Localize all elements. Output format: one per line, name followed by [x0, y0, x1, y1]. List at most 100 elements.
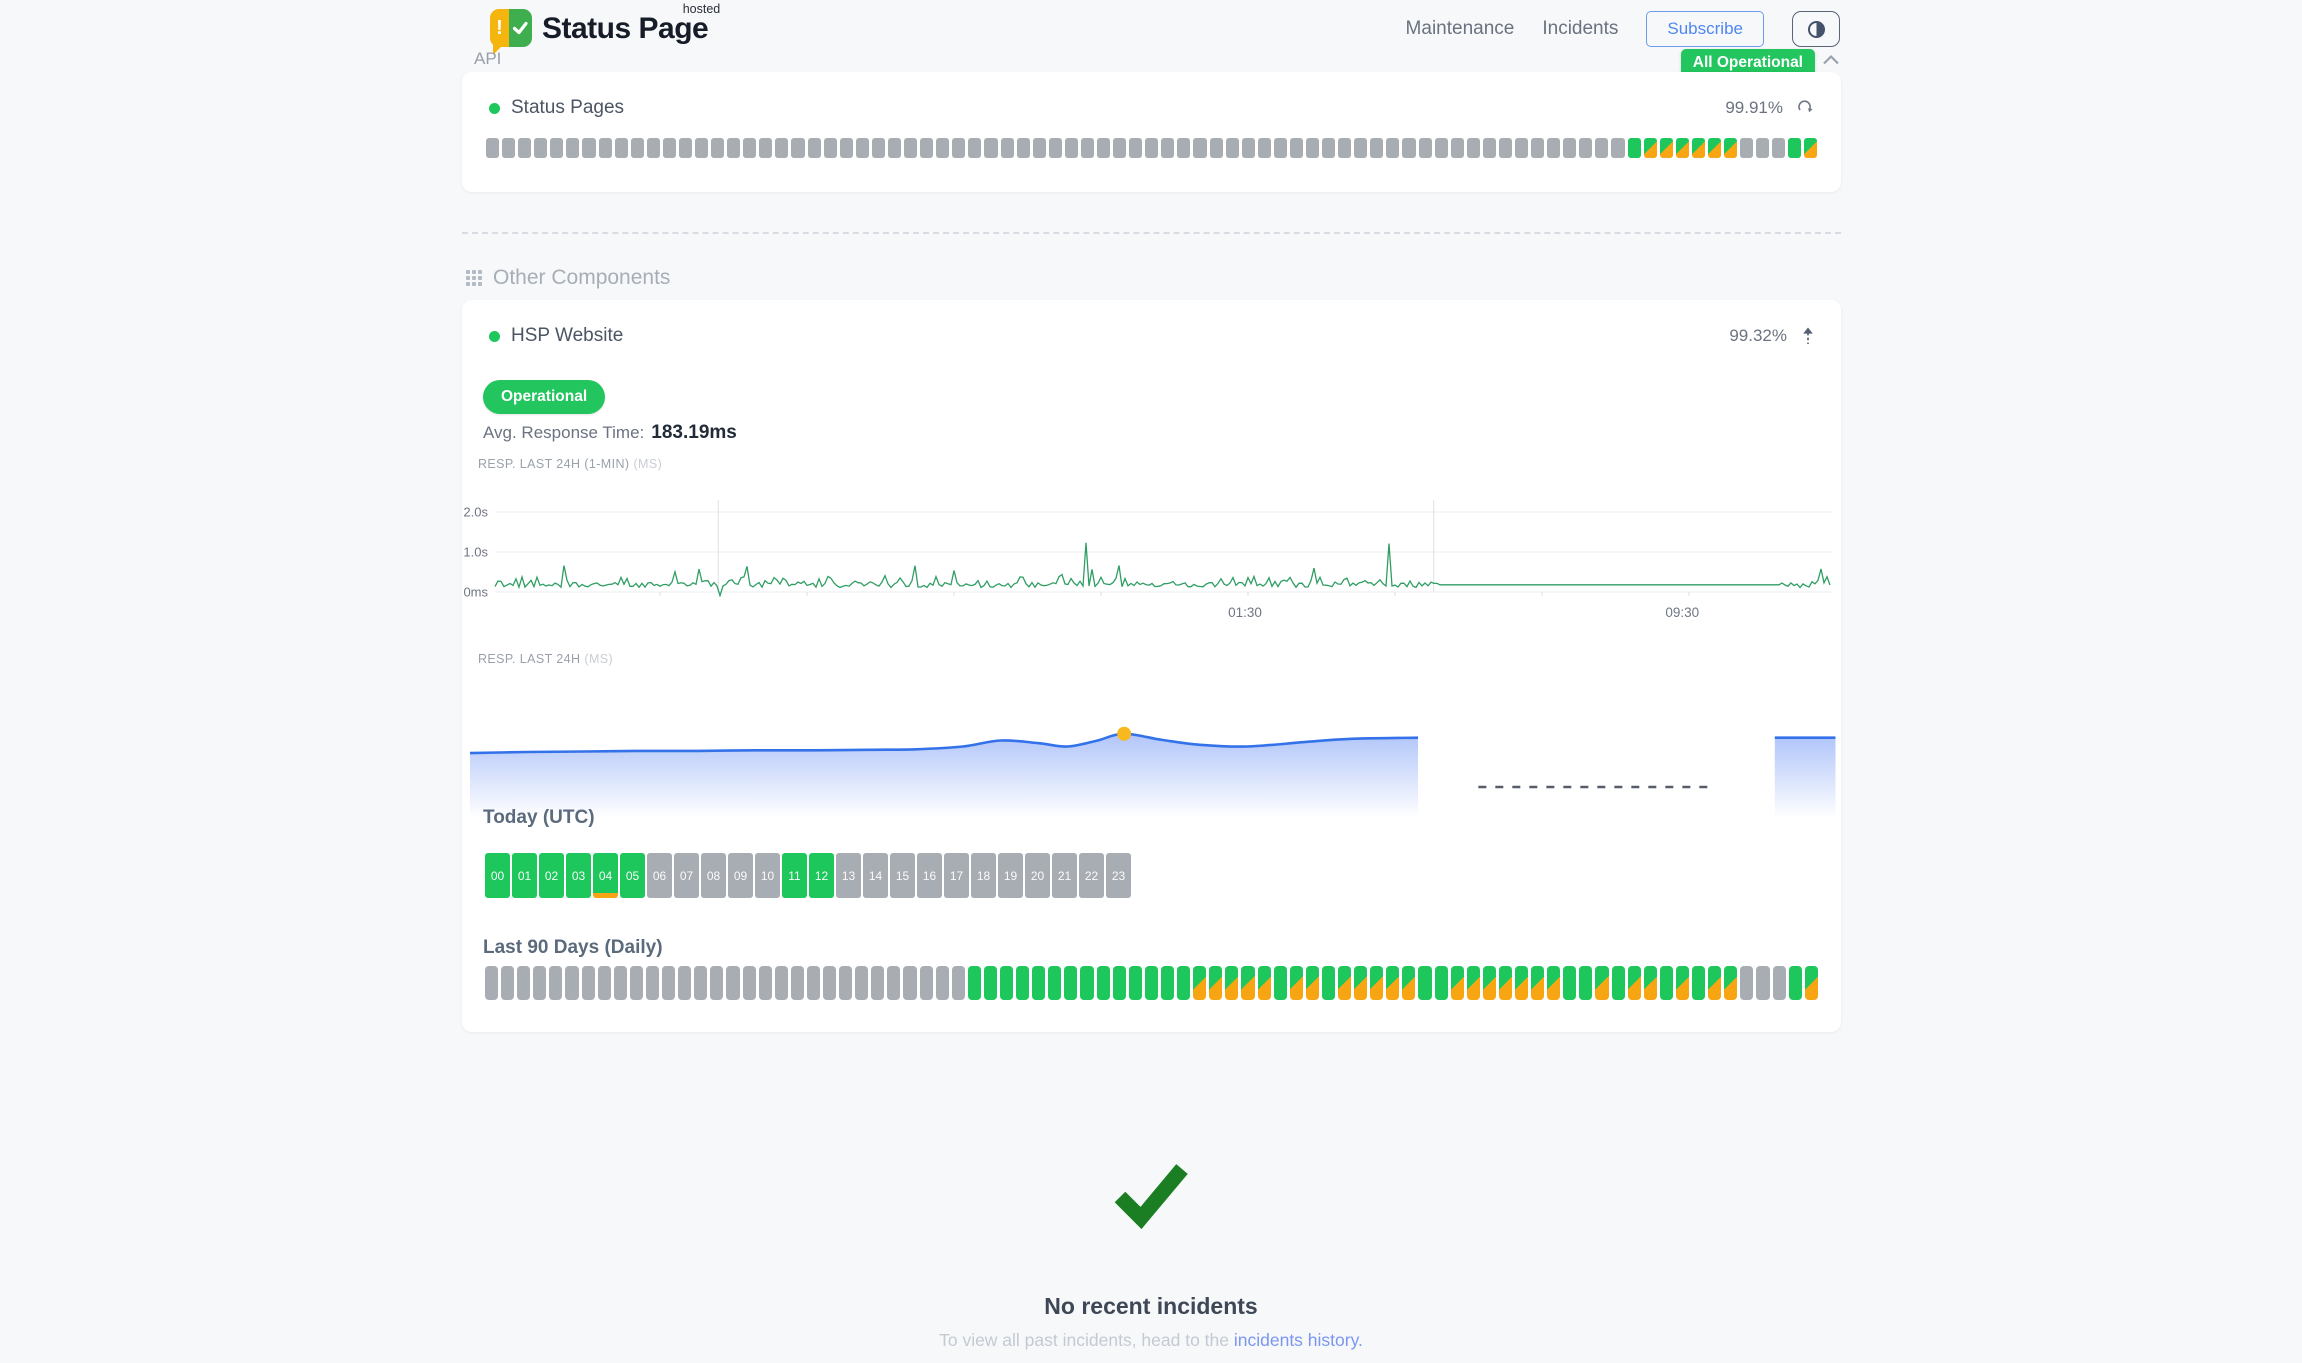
day-segment-57[interactable]: [1402, 966, 1416, 1000]
hour-block-06[interactable]: 06: [647, 853, 672, 898]
uptime-segment-65[interactable]: [1531, 138, 1545, 158]
day-segment-46[interactable]: [1225, 966, 1239, 1000]
hour-block-19[interactable]: 19: [998, 853, 1023, 898]
uptime-segment-81[interactable]: [1788, 138, 1802, 158]
hour-block-10[interactable]: 10: [755, 853, 780, 898]
day-segment-34[interactable]: [1032, 966, 1046, 1000]
day-segment-15[interactable]: [726, 966, 740, 1000]
uptime-segment-15[interactable]: [727, 138, 741, 158]
uptime-segment-32[interactable]: [1000, 138, 1014, 158]
uptime-segment-5[interactable]: [566, 138, 580, 158]
hour-block-12[interactable]: 12: [809, 853, 834, 898]
uptime-segment-62[interactable]: [1482, 138, 1496, 158]
day-segment-12[interactable]: [678, 966, 692, 1000]
hour-block-07[interactable]: 07: [674, 853, 699, 898]
day-segment-51[interactable]: [1305, 966, 1319, 1000]
day-segment-1[interactable]: [501, 966, 515, 1000]
hour-block-22[interactable]: 22: [1079, 853, 1104, 898]
uptime-segment-41[interactable]: [1145, 138, 1159, 158]
uptime-segment-22[interactable]: [839, 138, 853, 158]
day-segment-42[interactable]: [1160, 966, 1175, 1000]
day-segment-33[interactable]: [1016, 966, 1030, 1000]
day-segment-43[interactable]: [1177, 966, 1191, 1000]
day-segment-66[interactable]: [1547, 966, 1561, 1000]
day-segment-31[interactable]: [983, 966, 997, 1000]
day-segment-13[interactable]: [694, 966, 708, 1000]
day-segment-48[interactable]: [1257, 966, 1271, 1000]
day-segment-49[interactable]: [1273, 966, 1287, 1000]
uptime-segment-71[interactable]: [1627, 138, 1641, 158]
brand[interactable]: ! Status Page hosted: [490, 2, 720, 55]
day-segment-6[interactable]: [581, 966, 595, 1000]
day-segment-35[interactable]: [1048, 966, 1062, 1000]
hour-block-04[interactable]: 04: [593, 853, 618, 898]
day-segment-52[interactable]: [1321, 966, 1335, 1000]
response-time-area-chart[interactable]: [462, 668, 1841, 818]
day-segment-36[interactable]: [1064, 966, 1078, 1000]
day-segment-19[interactable]: [790, 966, 804, 1000]
uptime-segment-46[interactable]: [1225, 138, 1239, 158]
hour-block-11[interactable]: 11: [782, 853, 807, 898]
day-segment-20[interactable]: [806, 966, 820, 1000]
day-segment-8[interactable]: [613, 966, 627, 1000]
day-segment-25[interactable]: [887, 966, 901, 1000]
uptime-segment-33[interactable]: [1016, 138, 1030, 158]
uptime-segment-66[interactable]: [1547, 138, 1561, 158]
uptime-segment-80[interactable]: [1772, 138, 1786, 158]
uptime-segment-61[interactable]: [1466, 138, 1480, 158]
day-segment-82[interactable]: [1804, 966, 1818, 1000]
uptime-segment-38[interactable]: [1096, 138, 1111, 158]
uptime-segment-6[interactable]: [582, 138, 596, 158]
uptime-segment-60[interactable]: [1450, 138, 1464, 158]
hour-block-16[interactable]: 16: [917, 853, 942, 898]
day-segment-47[interactable]: [1241, 966, 1255, 1000]
hour-block-14[interactable]: 14: [863, 853, 888, 898]
uptime-segment-19[interactable]: [791, 138, 805, 158]
uptime-segment-57[interactable]: [1402, 138, 1416, 158]
uptime-segment-47[interactable]: [1241, 138, 1255, 158]
uptime-segment-69[interactable]: [1595, 138, 1609, 158]
day-segment-16[interactable]: [742, 966, 756, 1000]
day-segment-64[interactable]: [1515, 966, 1529, 1000]
day-segment-44[interactable]: [1193, 966, 1207, 1000]
day-segment-29[interactable]: [951, 966, 965, 1000]
day-segment-21[interactable]: [822, 966, 837, 1000]
upload-arrow-icon[interactable]: [1801, 327, 1815, 346]
day-segment-26[interactable]: [903, 966, 917, 1000]
day-segment-37[interactable]: [1080, 966, 1094, 1000]
day-segment-22[interactable]: [839, 966, 853, 1000]
day-segment-17[interactable]: [758, 966, 772, 1000]
uptime-segment-0[interactable]: [486, 138, 500, 158]
uptime-segment-11[interactable]: [662, 138, 676, 158]
hour-block-23[interactable]: 23: [1106, 853, 1131, 898]
uptime-segment-24[interactable]: [871, 138, 885, 158]
uptime-segment-13[interactable]: [695, 138, 709, 158]
uptime-segment-52[interactable]: [1322, 138, 1336, 158]
hour-block-09[interactable]: 09: [728, 853, 753, 898]
day-segment-61[interactable]: [1466, 966, 1480, 1000]
uptime-segment-36[interactable]: [1064, 138, 1078, 158]
hour-block-13[interactable]: 13: [836, 853, 861, 898]
day-segment-38[interactable]: [1096, 966, 1110, 1000]
day-segment-50[interactable]: [1289, 966, 1303, 1000]
day-segment-7[interactable]: [597, 966, 611, 1000]
uptime-segment-63[interactable]: [1498, 138, 1512, 158]
hour-block-01[interactable]: 01: [512, 853, 537, 898]
uptime-segment-31[interactable]: [984, 138, 998, 158]
day-segment-59[interactable]: [1434, 966, 1448, 1000]
day-segment-75[interactable]: [1692, 966, 1706, 1000]
uptime-segment-75[interactable]: [1691, 138, 1705, 158]
hour-block-02[interactable]: 02: [539, 853, 564, 898]
day-segment-27[interactable]: [919, 966, 933, 1000]
day-segment-53[interactable]: [1337, 966, 1352, 1000]
hour-block-03[interactable]: 03: [566, 853, 591, 898]
uptime-segment-40[interactable]: [1129, 138, 1143, 158]
day-segment-0[interactable]: [485, 966, 499, 1000]
uptime-segment-48[interactable]: [1257, 138, 1271, 158]
uptime-segment-44[interactable]: [1193, 138, 1207, 158]
hour-block-05[interactable]: 05: [620, 853, 645, 898]
day-segment-40[interactable]: [1128, 966, 1142, 1000]
response-time-line-chart[interactable]: 2.0s 1.0s 0ms 01:30 09:30: [462, 492, 1841, 627]
uptime-segment-14[interactable]: [711, 138, 725, 158]
uptime-segment-82[interactable]: [1804, 138, 1818, 158]
